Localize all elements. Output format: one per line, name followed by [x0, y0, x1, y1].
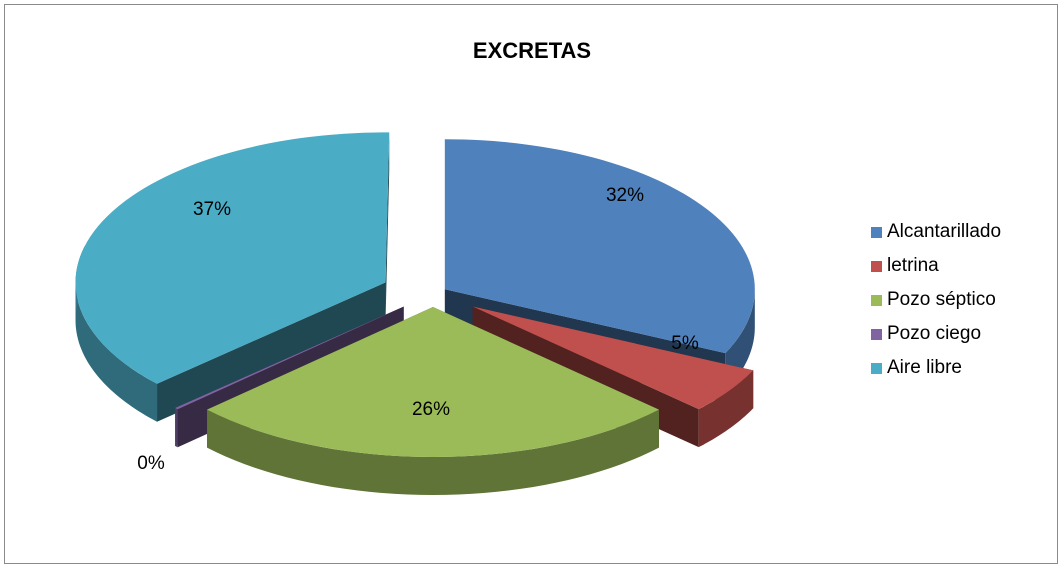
pie-slices [75, 132, 755, 495]
chart-title: EXCRETAS [472, 38, 592, 63]
legend: Alcantarillado letrina Pozo séptico Pozo ci… [871, 215, 1001, 385]
legend-label: Aire libre [887, 357, 962, 378]
chart-frame: EXCRETAS 32% 5% 26% 0% 37% Alcantarillado let… [4, 4, 1058, 564]
pie-chart: 32% 5% 26% 0% 37% [75, 132, 755, 495]
data-label-letrina: 5% [671, 333, 699, 354]
data-label-aire-libre: 37% [193, 199, 231, 220]
legend-label: letrina [887, 255, 939, 276]
legend-label: Pozo séptico [887, 289, 996, 310]
data-label-alcantarillado: 32% [606, 185, 644, 206]
legend-label: Alcantarillado [887, 221, 1002, 242]
legend-swatch [871, 362, 882, 374]
legend-swatch [871, 294, 882, 306]
legend-swatch [871, 328, 882, 340]
legend-label: Pozo ciego [887, 323, 982, 344]
legend-item: Pozo séptico [871, 283, 1001, 317]
legend-item: Aire libre [871, 351, 1001, 385]
legend-item: letrina [871, 249, 1001, 283]
pie-slice-pozo-s-ptico [207, 307, 659, 495]
legend-item: Pozo ciego [871, 317, 1001, 351]
legend-item: Alcantarillado [871, 215, 1001, 249]
legend-swatch [871, 260, 882, 272]
legend-swatch [871, 226, 882, 238]
pie-slice-aire-libre [75, 132, 390, 422]
slice-labels: 32% 5% 26% 0% 37% [137, 185, 699, 474]
data-label-pozo-s-ptico: 26% [412, 399, 450, 420]
data-label-pozo-ciego: 0% [137, 453, 165, 474]
